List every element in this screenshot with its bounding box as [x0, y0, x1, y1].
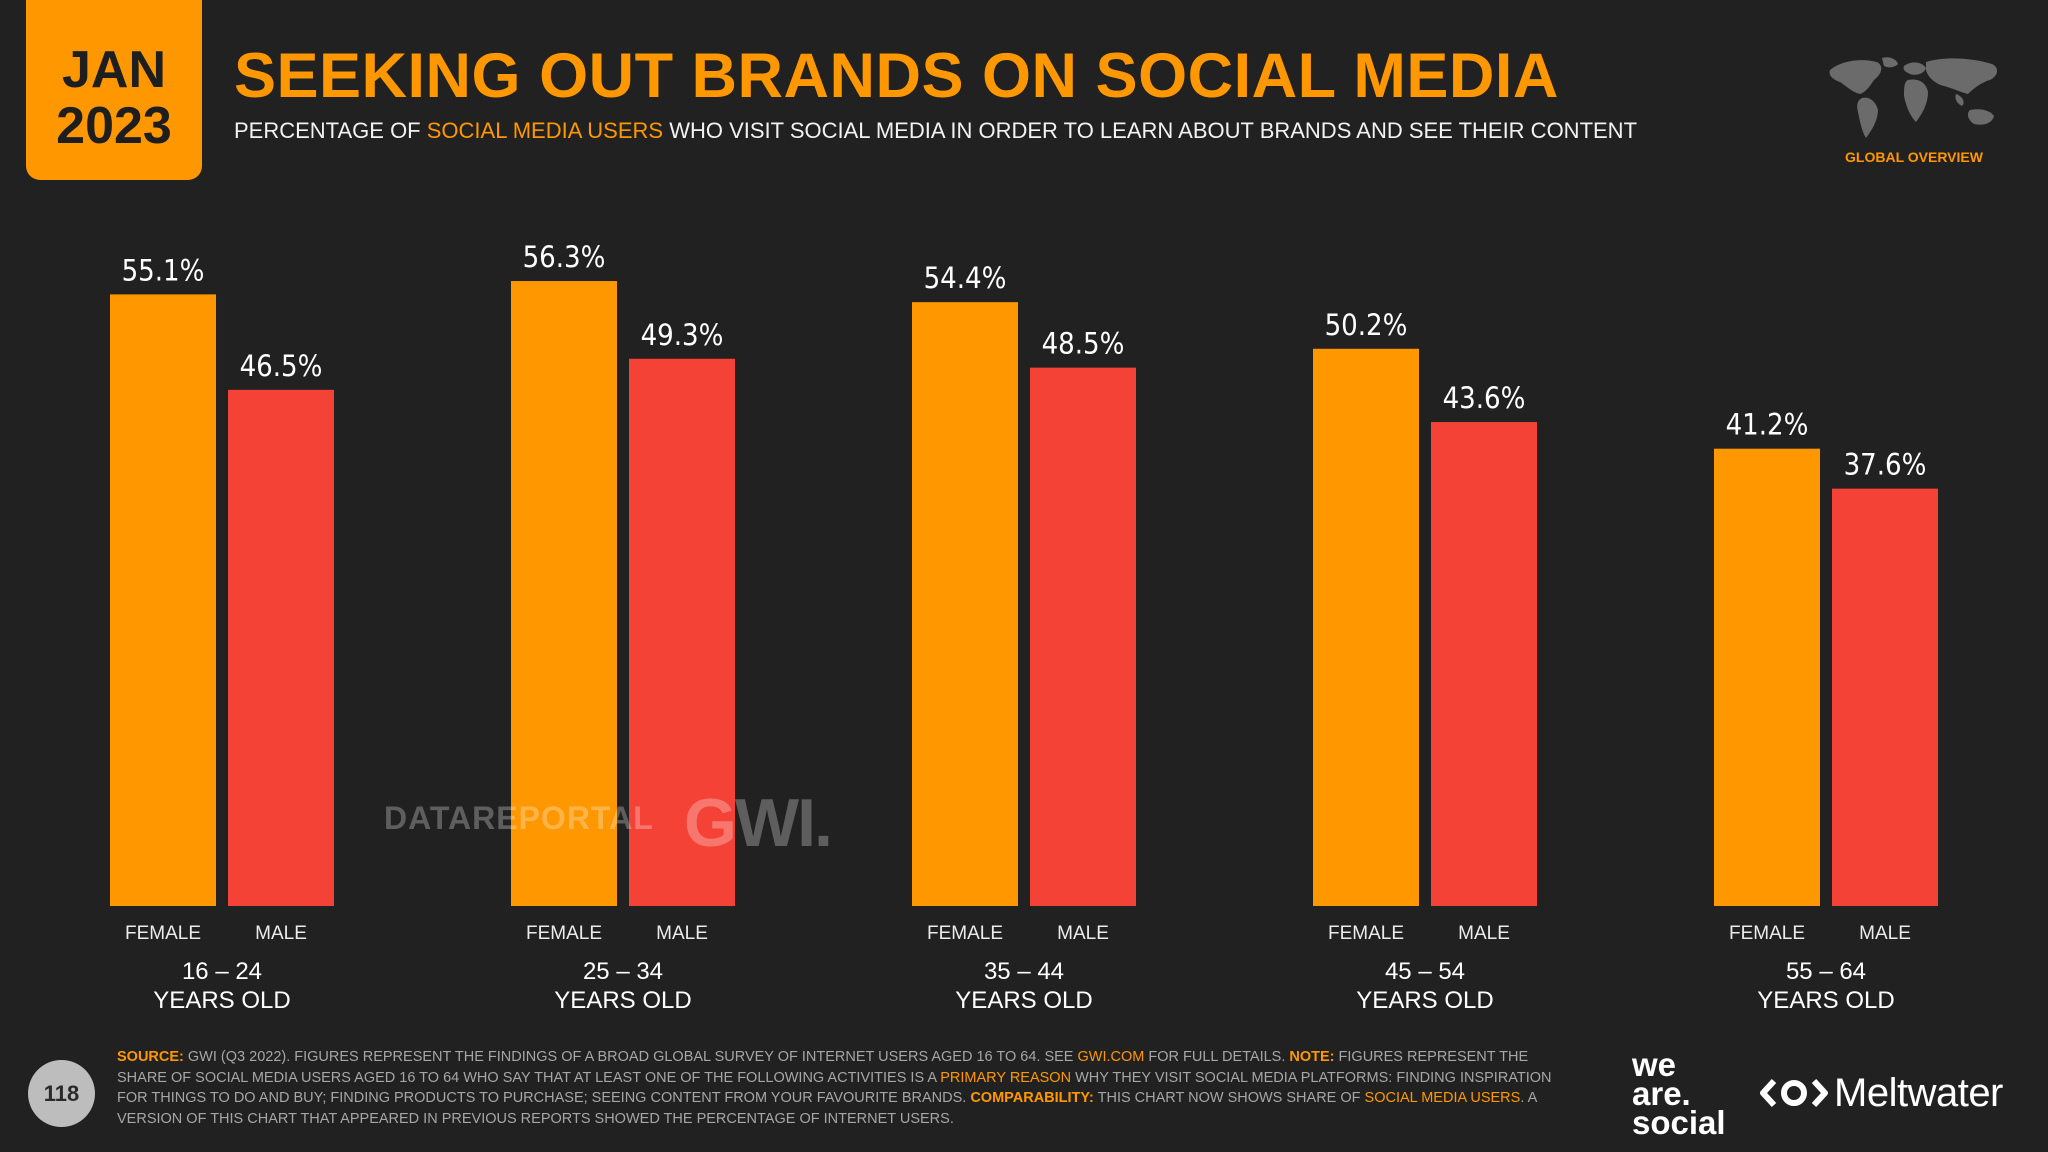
page-title: SEEKING OUT BRANDS ON SOCIAL MEDIA: [234, 41, 1559, 111]
global-overview-badge: GLOBAL OVERVIEW: [1845, 149, 1983, 165]
note-highlight: PRIMARY REASON: [940, 1069, 1072, 1086]
datareportal-watermark: DATAREPORTAL: [384, 800, 654, 836]
source-text-1: GWI (Q3 2022). FIGURES REPRESENT THE FIN…: [183, 1049, 1078, 1065]
logo-line-2: are.: [1632, 1075, 1691, 1112]
source-label: SOURCE:: [117, 1049, 184, 1065]
world-map-icon: [1829, 57, 1998, 138]
category-label-4: 55 – 64: [1786, 958, 1866, 985]
note-text-1: FIGURES REPRESENT THE SHARE OF SOCIAL ME…: [117, 1049, 1529, 1086]
data-label-male-2: 48.5%: [1042, 327, 1125, 361]
page-subtitle: PERCENTAGE OF SOCIAL MEDIA USERS WHO VIS…: [234, 118, 1637, 144]
series-label-male-3: MALE: [1458, 923, 1510, 944]
series-label-female-4: FEMALE: [1729, 923, 1805, 944]
series-label-male-0: MALE: [255, 923, 307, 944]
comparability-label: COMPARABILITY:: [970, 1090, 1094, 1106]
source-text-2: FOR FULL DETAILS.: [1144, 1049, 1290, 1065]
logo-line-1: we: [1632, 1046, 1677, 1083]
meltwater-logo: Meltwater: [1760, 1068, 2003, 1118]
bar-female-3: [1313, 348, 1419, 906]
series-label-male-1: MALE: [656, 923, 708, 944]
bar-male-1: [629, 358, 735, 906]
category-suffix-1: YEARS OLD: [554, 987, 691, 1014]
series-label-female-0: FEMALE: [125, 923, 201, 944]
data-label-male-3: 43.6%: [1443, 381, 1526, 415]
comp-text-2: . A VERSION OF THIS CHART THAT APPEARED …: [117, 1090, 1537, 1127]
date-badge: JAN 2023: [26, 0, 202, 180]
category-label-2: 35 – 44: [984, 958, 1064, 985]
subtitle-post: WHO VISIT SOCIAL MEDIA IN ORDER TO LEARN…: [663, 118, 1638, 143]
meltwater-wordmark: Meltwater: [1834, 1070, 2003, 1115]
comp-highlight: SOCIAL MEDIA USERS: [1364, 1090, 1521, 1106]
note-text-2: WHY THEY VISIT SOCIAL MEDIA PLATFORMS: F…: [117, 1069, 1552, 1107]
data-label-male-4: 37.6%: [1844, 448, 1927, 482]
bar-male-0: [228, 389, 334, 907]
data-label-female-0: 55.1%: [122, 253, 205, 287]
series-label-female-2: FEMALE: [927, 923, 1003, 944]
date-year: 2023: [56, 97, 172, 155]
category-suffix-3: YEARS OLD: [1356, 987, 1493, 1014]
subtitle-pre: PERCENTAGE OF: [234, 118, 427, 143]
logo-line-3: social: [1632, 1104, 1726, 1141]
data-label-female-2: 54.4%: [924, 261, 1007, 295]
data-label-female-4: 41.2%: [1726, 408, 1809, 442]
subtitle-highlight: SOCIAL MEDIA USERS: [426, 118, 664, 143]
category-label-0: 16 – 24: [182, 958, 262, 985]
category-suffix-2: YEARS OLD: [955, 987, 1092, 1014]
bar-female-1: [511, 281, 617, 906]
bar-female-0: [110, 294, 216, 906]
data-label-female-3: 50.2%: [1325, 308, 1408, 342]
comp-text-1: THIS CHART NOW SHOWS SHARE OF: [1093, 1090, 1365, 1106]
category-suffix-0: YEARS OLD: [153, 987, 290, 1014]
series-label-male-2: MALE: [1057, 923, 1109, 944]
we-are-social-logo: we are. social: [1632, 1046, 1742, 1141]
page-number: 118: [28, 1060, 95, 1127]
meltwater-mark-icon: [1760, 1078, 1828, 1108]
bar-male-2: [1030, 367, 1136, 906]
data-label-female-1: 56.3%: [523, 240, 606, 274]
note-label: NOTE:: [1289, 1049, 1335, 1065]
series-label-male-4: MALE: [1859, 923, 1911, 944]
category-label-1: 25 – 34: [583, 958, 663, 985]
source-link[interactable]: GWI.COM: [1077, 1049, 1145, 1065]
date-month: JAN: [61, 41, 167, 99]
category-label-3: 45 – 54: [1385, 958, 1465, 985]
bar-female-4: [1714, 448, 1820, 906]
data-label-male-0: 46.5%: [240, 349, 323, 383]
data-label-male-1: 49.3%: [641, 318, 724, 352]
bar-male-3: [1431, 422, 1537, 906]
gwi-watermark: GWI.: [684, 785, 833, 861]
series-label-female-3: FEMALE: [1328, 923, 1404, 944]
series-label-female-1: FEMALE: [526, 923, 602, 944]
category-suffix-4: YEARS OLD: [1757, 987, 1894, 1014]
bar-female-2: [912, 302, 1018, 906]
bar-male-4: [1832, 488, 1938, 906]
footer-notes: SOURCE: GWI (Q3 2022). FIGURES REPRESENT…: [117, 1047, 1577, 1129]
